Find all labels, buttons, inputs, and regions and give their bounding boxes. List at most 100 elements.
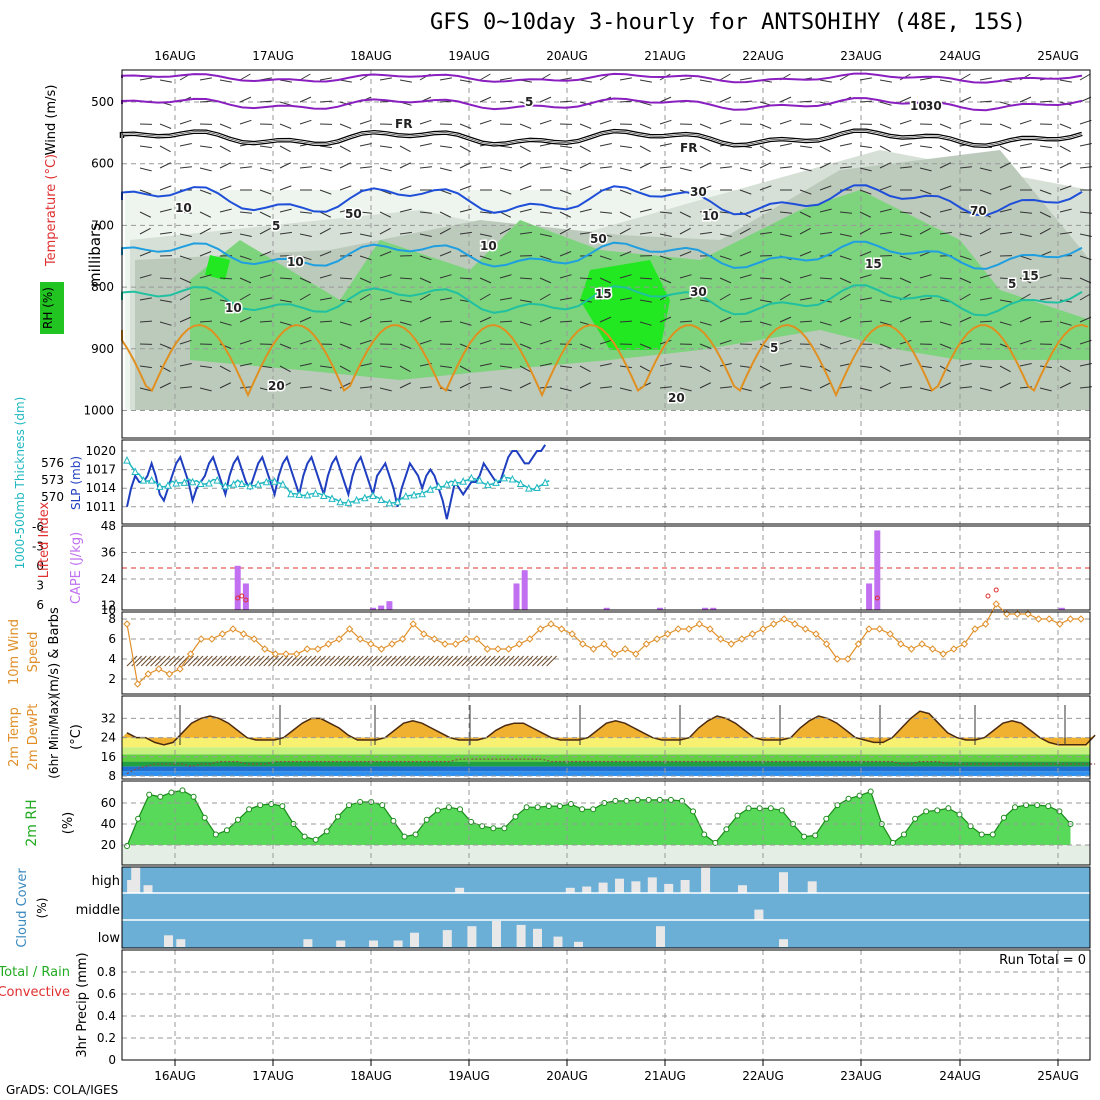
wind-speed-point bbox=[123, 620, 131, 628]
precip-tick-label: 0 bbox=[108, 1053, 116, 1067]
wind-barb bbox=[859, 320, 873, 323]
wind-barb bbox=[419, 339, 432, 345]
wind-barb bbox=[459, 277, 473, 280]
wind-barb bbox=[899, 316, 912, 323]
thickness-point bbox=[295, 490, 304, 498]
wind-barb bbox=[179, 255, 192, 261]
wind10m-barb bbox=[541, 655, 553, 667]
wind-speed-point bbox=[282, 650, 290, 658]
cape-bar bbox=[702, 607, 709, 610]
wind-barb bbox=[459, 185, 472, 191]
wind-barb bbox=[1079, 277, 1092, 284]
wind-speed-point bbox=[695, 620, 704, 628]
wind-barb bbox=[239, 255, 252, 261]
wind-barb bbox=[419, 316, 432, 323]
wind10m-barb bbox=[522, 655, 534, 667]
wind-barb bbox=[359, 363, 372, 367]
minmax-axis-label: (6hr Min/Max) bbox=[47, 695, 61, 779]
wind-barb bbox=[559, 100, 573, 103]
wind-barb bbox=[659, 211, 672, 214]
wind10m-barb bbox=[187, 655, 199, 667]
precip-axis-label: 3hr Precip (mm) bbox=[75, 952, 90, 1057]
rh-point bbox=[190, 793, 197, 800]
wind-barb bbox=[299, 255, 312, 261]
thickness-point bbox=[369, 491, 377, 499]
wind-barb bbox=[739, 227, 751, 235]
wind-barb bbox=[699, 365, 711, 373]
wind-barb bbox=[219, 277, 233, 280]
wind-barb bbox=[899, 233, 912, 237]
wind-barb bbox=[239, 293, 251, 301]
wind-speed-axis-label: Speed bbox=[26, 632, 41, 673]
contour-label: FR bbox=[395, 117, 412, 131]
wind-barb bbox=[519, 162, 532, 169]
wind-barb bbox=[239, 316, 252, 323]
wind-barb bbox=[839, 119, 852, 125]
wind-barb bbox=[499, 227, 511, 235]
wind-barb bbox=[899, 386, 912, 389]
wind-barb bbox=[559, 297, 572, 301]
wind10m-barb bbox=[296, 655, 308, 667]
wind-barb bbox=[279, 365, 291, 373]
wind-barb bbox=[679, 227, 691, 235]
wind-barb bbox=[719, 386, 732, 389]
rh-contour-fill bbox=[580, 260, 670, 350]
wind10m-barb bbox=[253, 655, 265, 667]
thickness-point bbox=[180, 478, 189, 486]
wind-barb bbox=[699, 162, 712, 169]
wind-barbs bbox=[139, 73, 1092, 392]
li-tick-label: 6 bbox=[36, 598, 44, 612]
rh-contour-fill bbox=[205, 255, 230, 280]
wind-speed-point bbox=[939, 650, 947, 658]
cloud-bar bbox=[779, 939, 788, 947]
wind-barb bbox=[799, 227, 811, 235]
wind-barb bbox=[659, 277, 672, 284]
wind-barb bbox=[959, 339, 972, 345]
wind10m-barb bbox=[159, 655, 171, 667]
wind10m-barb bbox=[329, 655, 341, 667]
wind10m-barb bbox=[536, 655, 548, 667]
rh-point bbox=[945, 805, 952, 812]
wind-barb bbox=[259, 320, 273, 323]
wind-barb bbox=[459, 208, 472, 213]
wind-barb bbox=[159, 162, 172, 169]
contour-label: 20 bbox=[668, 391, 685, 405]
wind-barb bbox=[759, 162, 772, 169]
wind-barb bbox=[299, 277, 312, 284]
rh-point bbox=[501, 825, 508, 832]
wind-barb bbox=[879, 162, 892, 169]
wind-barb bbox=[479, 96, 492, 103]
temp-tick-label: 8 bbox=[108, 769, 116, 783]
rh-point bbox=[556, 803, 563, 810]
temp2m-axis-label: 2m Temp bbox=[7, 707, 22, 767]
wind-barb bbox=[679, 320, 693, 323]
wind-barb bbox=[859, 274, 872, 279]
wind-barb bbox=[139, 297, 152, 301]
wind-barb bbox=[879, 321, 892, 326]
rh-point bbox=[457, 806, 463, 813]
wind10m-barb bbox=[286, 655, 298, 667]
wind10m-barbs bbox=[126, 655, 557, 667]
wind-contour-5 bbox=[121, 97, 1083, 112]
thickness-point bbox=[541, 478, 550, 486]
wind-barb bbox=[839, 277, 852, 284]
wind-speed-point bbox=[653, 635, 661, 643]
wind-barb bbox=[359, 293, 371, 301]
thickness-point bbox=[196, 479, 205, 488]
wind-barb bbox=[439, 100, 453, 103]
wind-barb bbox=[819, 321, 832, 326]
wind-barb bbox=[519, 343, 532, 349]
wind-barb bbox=[379, 227, 391, 235]
wind-barb bbox=[259, 387, 272, 392]
cape-bar bbox=[370, 607, 376, 610]
rh-point bbox=[1034, 802, 1041, 809]
thickness-point bbox=[311, 489, 320, 497]
wind-barb bbox=[899, 277, 912, 284]
wind-barb bbox=[739, 320, 753, 323]
wind-barb bbox=[979, 297, 992, 301]
wind10m-barb bbox=[230, 655, 242, 667]
wind-barb bbox=[179, 316, 192, 323]
wind-barb bbox=[439, 211, 452, 218]
wind10m-barb bbox=[418, 655, 430, 667]
wind-barb bbox=[639, 299, 652, 303]
